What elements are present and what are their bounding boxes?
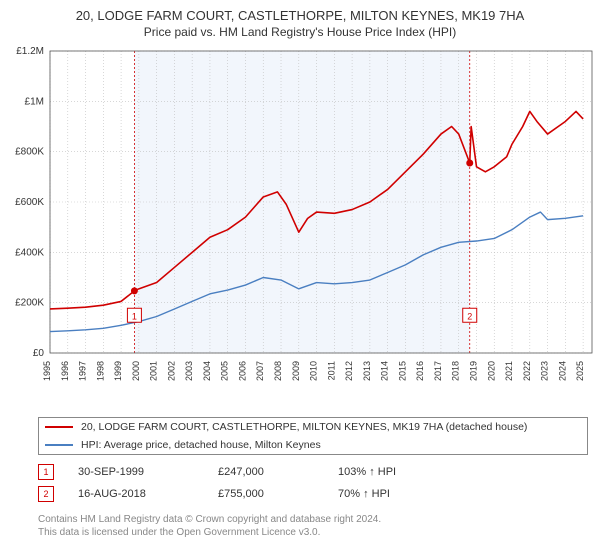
legend-swatch [45, 444, 73, 446]
title-block: 20, LODGE FARM COURT, CASTLETHORPE, MILT… [0, 0, 600, 43]
svg-text:2010: 2010 [309, 361, 319, 381]
chart-svg: £0 £200K £400K £600K £800K £1M £1.2M 1995 1996 19… [0, 43, 600, 413]
svg-text:2019: 2019 [468, 361, 478, 381]
svg-text:2004: 2004 [202, 361, 212, 381]
svg-text:1998: 1998 [95, 361, 105, 381]
title-line-2: Price paid vs. HM Land Registry's House … [10, 25, 590, 39]
svg-text:2008: 2008 [273, 361, 283, 381]
svg-text:2025: 2025 [575, 361, 585, 381]
svg-text:1999: 1999 [113, 361, 123, 381]
chart: £0 £200K £400K £600K £800K £1M £1.2M 1995 1996 19… [0, 43, 600, 413]
legend-label: HPI: Average price, detached house, Milt… [81, 439, 321, 451]
footer-line-2: This data is licensed under the Open Gov… [38, 526, 588, 539]
legend-row: 20, LODGE FARM COURT, CASTLETHORPE, MILT… [39, 418, 587, 436]
svg-text:2014: 2014 [380, 361, 390, 381]
svg-text:2002: 2002 [166, 361, 176, 381]
svg-text:2009: 2009 [291, 361, 301, 381]
svg-text:2024: 2024 [557, 361, 567, 381]
legend-swatch [45, 426, 73, 428]
svg-text:£1M: £1M [25, 96, 44, 107]
sale-delta: 70% ↑ HPI [338, 488, 458, 500]
svg-text:2022: 2022 [522, 361, 532, 381]
page: 20, LODGE FARM COURT, CASTLETHORPE, MILT… [0, 0, 600, 539]
footer: Contains HM Land Registry data © Crown c… [38, 513, 588, 539]
svg-text:2013: 2013 [362, 361, 372, 381]
svg-text:£400K: £400K [15, 247, 44, 258]
svg-text:2003: 2003 [184, 361, 194, 381]
sales-row: 2 16-AUG-2018 £755,000 70% ↑ HPI [38, 483, 588, 505]
svg-text:£800K: £800K [15, 147, 44, 158]
sale-marker-box: 2 [38, 486, 54, 502]
svg-text:2020: 2020 [486, 361, 496, 381]
title-line-1: 20, LODGE FARM COURT, CASTLETHORPE, MILT… [10, 8, 590, 23]
sale-marker-num: 2 [43, 489, 48, 499]
legend: 20, LODGE FARM COURT, CASTLETHORPE, MILT… [38, 417, 588, 455]
svg-text:2023: 2023 [540, 361, 550, 381]
svg-text:2005: 2005 [220, 361, 230, 381]
svg-text:2017: 2017 [433, 361, 443, 381]
sale-date: 30-SEP-1999 [78, 466, 218, 478]
svg-text:£1.2M: £1.2M [16, 46, 44, 57]
sale-price: £755,000 [218, 488, 338, 500]
sales-row: 1 30-SEP-1999 £247,000 103% ↑ HPI [38, 461, 588, 483]
svg-text:2007: 2007 [255, 361, 265, 381]
svg-text:2011: 2011 [326, 361, 336, 380]
footer-line-1: Contains HM Land Registry data © Crown c… [38, 513, 588, 526]
svg-text:1: 1 [132, 311, 137, 321]
svg-text:£200K: £200K [15, 298, 44, 309]
svg-text:£0: £0 [33, 348, 45, 359]
svg-text:2000: 2000 [131, 361, 141, 381]
svg-text:2016: 2016 [415, 361, 425, 381]
svg-text:1996: 1996 [60, 361, 70, 381]
legend-label: 20, LODGE FARM COURT, CASTLETHORPE, MILT… [81, 421, 527, 433]
svg-text:1995: 1995 [42, 361, 52, 381]
svg-text:2015: 2015 [397, 361, 407, 381]
svg-text:2: 2 [467, 311, 472, 321]
sale-marker-num: 1 [43, 467, 48, 477]
svg-text:1997: 1997 [78, 361, 88, 381]
svg-text:2006: 2006 [237, 361, 247, 381]
svg-text:2001: 2001 [149, 361, 159, 381]
sale-delta: 103% ↑ HPI [338, 466, 458, 478]
sales-table: 1 30-SEP-1999 £247,000 103% ↑ HPI 2 16-A… [38, 461, 588, 505]
svg-text:£600K: £600K [15, 197, 44, 208]
svg-text:2018: 2018 [451, 361, 461, 381]
sale-marker-box: 1 [38, 464, 54, 480]
legend-row: HPI: Average price, detached house, Milt… [39, 436, 587, 454]
sale-price: £247,000 [218, 466, 338, 478]
svg-text:2012: 2012 [344, 361, 354, 381]
sale-date: 16-AUG-2018 [78, 488, 218, 500]
svg-text:2021: 2021 [504, 361, 514, 381]
